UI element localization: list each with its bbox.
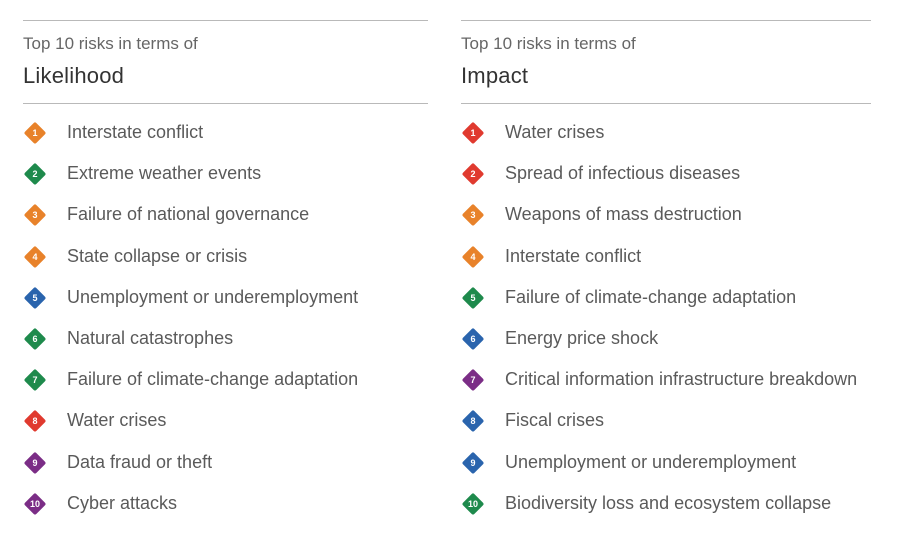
risk-label: Spread of infectious diseases xyxy=(505,163,741,184)
risk-item: 7 Failure of climate-change adaptation xyxy=(23,368,428,409)
heading-divider xyxy=(461,103,871,104)
rank-number: 7 xyxy=(32,375,38,386)
panel-subtitle: Top 10 risks in terms of xyxy=(461,34,636,53)
rank-diamond-icon: 7 xyxy=(23,368,47,392)
rank-number: 1 xyxy=(32,128,38,138)
rank-diamond-icon: 2 xyxy=(461,162,485,186)
rank-diamond-icon: 4 xyxy=(461,245,485,269)
risk-item: 9 Data fraud or theft xyxy=(23,451,428,492)
risk-item: 5 Failure of climate-change adaptation xyxy=(461,286,871,327)
rank-number: 9 xyxy=(470,457,476,468)
rank-number: 1 xyxy=(470,128,476,138)
risk-label: Water crises xyxy=(505,122,605,142)
rank-number: 2 xyxy=(470,169,476,180)
risk-item: 1 Interstate conflict xyxy=(23,121,428,162)
risk-item: 4 Interstate conflict xyxy=(461,245,871,286)
risk-label: Unemployment or underemployment xyxy=(505,451,797,472)
risk-list: 1 Interstate conflict 2 Extreme weather eve… xyxy=(23,121,428,533)
risk-list: 1 Water crises 2 Spread of infectious disea… xyxy=(461,121,871,533)
rank-number: 3 xyxy=(32,210,38,221)
rank-diamond-icon: 8 xyxy=(23,409,47,433)
panel-heading: Likelihood xyxy=(23,63,125,88)
rank-number: 6 xyxy=(470,333,476,344)
rank-number: 4 xyxy=(32,251,38,262)
panel-heading: Impact xyxy=(461,63,529,88)
risk-item: 1 Water crises xyxy=(461,121,871,162)
risk-item: 3 Failure of national governance xyxy=(23,203,428,244)
risk-label: Energy price shock xyxy=(505,327,659,348)
rank-number: 7 xyxy=(470,375,476,386)
rank-number: 10 xyxy=(29,498,40,509)
rank-number: 9 xyxy=(32,457,38,468)
rank-diamond-icon: 3 xyxy=(461,203,485,227)
rank-number: 8 xyxy=(32,416,38,427)
risk-label: Unemployment or underemployment xyxy=(67,286,359,307)
risk-item: 10 Biodiversity loss and ecosystem collap… xyxy=(461,492,871,533)
rank-diamond-icon: 10 xyxy=(461,492,485,516)
risk-item: 2 Spread of infectious diseases xyxy=(461,162,871,203)
rank-diamond-icon: 6 xyxy=(23,327,47,351)
rank-diamond-icon: 5 xyxy=(23,286,47,310)
heading-divider xyxy=(23,103,428,104)
risk-label: Fiscal crises xyxy=(505,410,605,431)
rank-number: 5 xyxy=(470,292,476,303)
risk-item: 9 Unemployment or underemployment xyxy=(461,451,871,492)
rank-number: 8 xyxy=(470,416,476,427)
risk-label: Extreme weather events xyxy=(67,163,262,184)
risk-label: Natural catastrophes xyxy=(67,327,234,348)
impact-panel: Top 10 risks in terms of Impact 1 Water c… xyxy=(461,20,871,533)
rank-diamond-icon: 3 xyxy=(23,203,47,227)
risk-label: Interstate conflict xyxy=(505,245,642,266)
risk-label: Failure of climate-change adaptation xyxy=(505,286,797,307)
risk-label: Weapons of mass destruction xyxy=(505,204,742,225)
rank-diamond-icon: 9 xyxy=(461,451,485,475)
risk-label: Interstate conflict xyxy=(67,122,204,142)
risk-label: Critical information infrastructure brea… xyxy=(505,369,858,390)
risk-label: Failure of climate-change adaptation xyxy=(67,369,359,390)
rank-number: 2 xyxy=(32,169,38,180)
likelihood-panel: Top 10 risks in terms of Likelihood 1 Int… xyxy=(23,20,428,533)
risk-label: Data fraud or theft xyxy=(67,451,213,472)
rank-diamond-icon: 6 xyxy=(461,327,485,351)
rank-diamond-icon: 2 xyxy=(23,162,47,186)
top-divider xyxy=(23,20,428,21)
risk-item: 6 Energy price shock xyxy=(461,327,871,368)
rank-diamond-icon: 1 xyxy=(23,121,47,145)
risk-item: 6 Natural catastrophes xyxy=(23,327,428,368)
panel-subtitle: Top 10 risks in terms of xyxy=(23,34,198,53)
rank-diamond-icon: 9 xyxy=(23,451,47,475)
rank-diamond-icon: 8 xyxy=(461,409,485,433)
risk-item: 10 Cyber attacks xyxy=(23,492,428,533)
risk-label: Biodiversity loss and ecosystem collapse xyxy=(505,492,832,513)
risk-label: Failure of national governance xyxy=(67,204,310,225)
risk-item: 4 State collapse or crisis xyxy=(23,245,428,286)
rank-diamond-icon: 10 xyxy=(23,492,47,516)
rank-number: 10 xyxy=(467,498,478,509)
risk-item: 5 Unemployment or underemployment xyxy=(23,286,428,327)
rank-number: 3 xyxy=(470,210,476,221)
top-divider xyxy=(461,20,871,21)
risk-item: 3 Weapons of mass destruction xyxy=(461,203,871,244)
rank-diamond-icon: 1 xyxy=(461,121,485,145)
risk-item: 8 Fiscal crises xyxy=(461,409,871,450)
risk-label: Cyber attacks xyxy=(67,492,178,513)
rank-number: 5 xyxy=(32,292,38,303)
rank-diamond-icon: 5 xyxy=(461,286,485,310)
rank-number: 4 xyxy=(470,251,476,262)
rank-number: 6 xyxy=(32,333,38,344)
risk-item: 8 Water crises xyxy=(23,409,428,450)
rank-diamond-icon: 4 xyxy=(23,245,47,269)
risk-label: Water crises xyxy=(67,410,167,431)
rank-diamond-icon: 7 xyxy=(461,368,485,392)
risk-item: 7 Critical information infrastructure bre… xyxy=(461,368,871,409)
risk-label: State collapse or crisis xyxy=(67,245,248,266)
risk-item: 2 Extreme weather events xyxy=(23,162,428,203)
